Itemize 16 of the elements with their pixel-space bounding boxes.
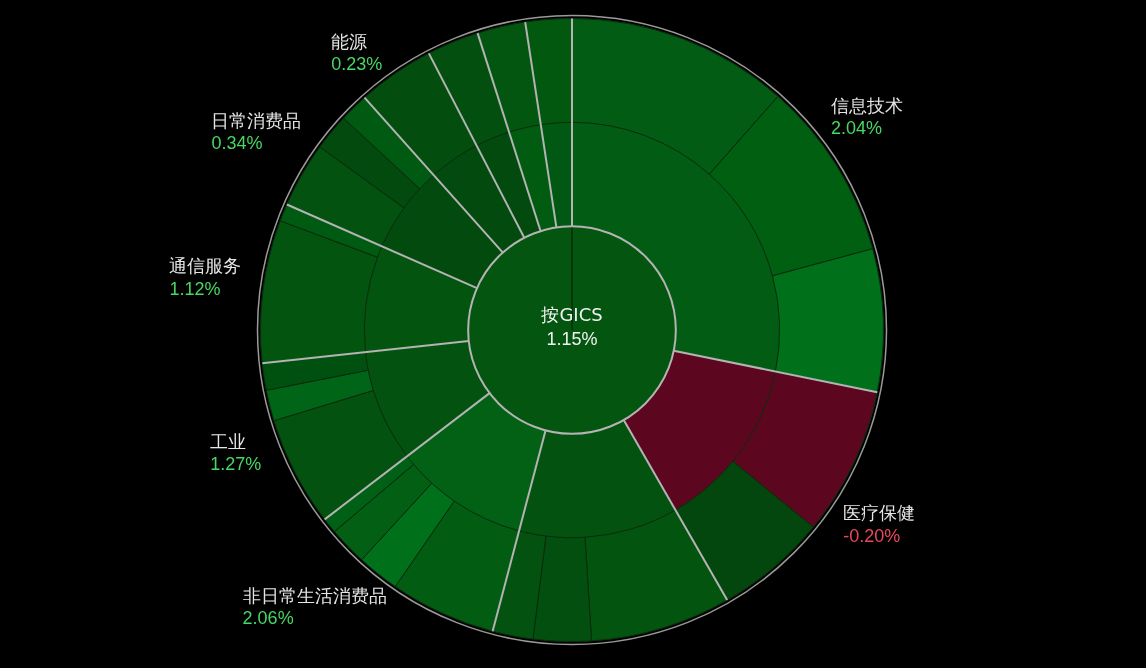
text: -0.20% — [843, 525, 901, 546]
text: 0.34% — [211, 133, 263, 154]
text: 0.23% — [331, 54, 383, 75]
slice-label: 医疗保健 — [843, 502, 916, 524]
slice-label: 工业 — [210, 430, 247, 452]
slice-label: 能源 — [331, 31, 368, 53]
slice-label: 信息技术 — [831, 95, 904, 117]
text: 1.15% — [546, 328, 598, 349]
slice-label: 非日常生活消费品 — [242, 585, 387, 607]
text: 2.06% — [242, 608, 294, 629]
text: 2.04% — [831, 118, 883, 139]
slice-label: 通信服务 — [169, 255, 242, 277]
text: 按GICS — [541, 303, 603, 325]
slice-label: 日常消费品 — [211, 110, 302, 132]
text: 1.27% — [210, 454, 262, 475]
text: 1.12% — [169, 278, 221, 299]
